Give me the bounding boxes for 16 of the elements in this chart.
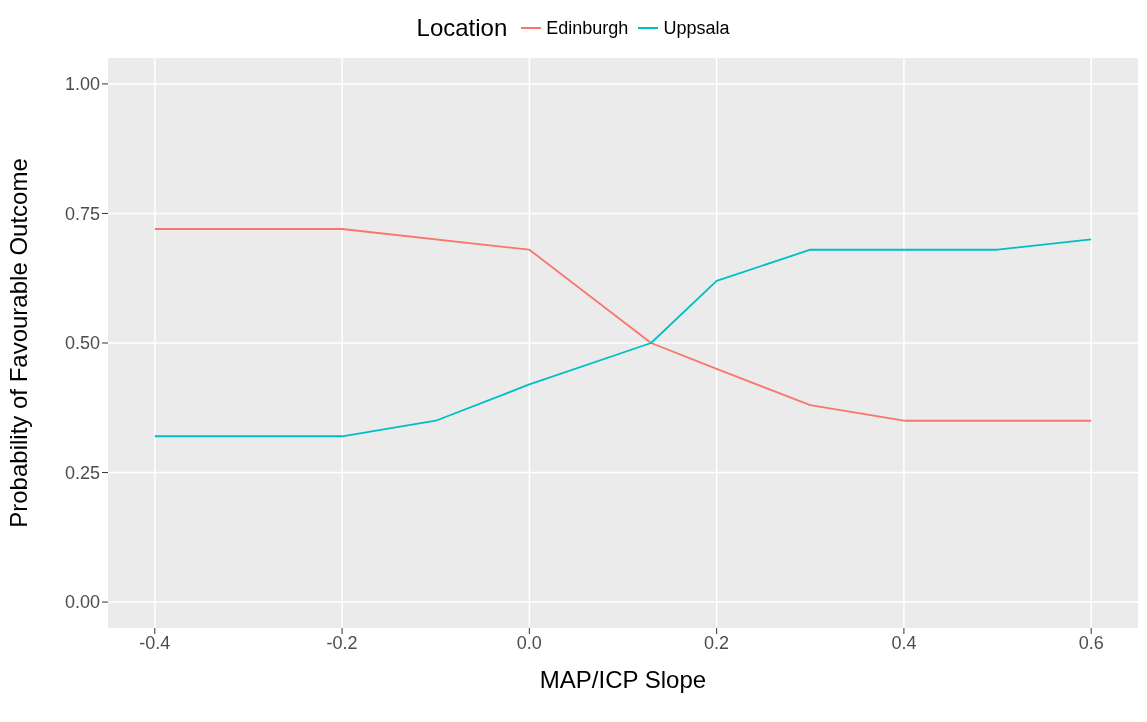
- x-axis-title: MAP/ICP Slope: [539, 666, 707, 693]
- legend-label: Edinburgh: [546, 17, 629, 39]
- x-tick-label: 0.2: [704, 632, 730, 653]
- x-tick-label: 0.0: [516, 632, 542, 653]
- y-tick-label: 0.00: [64, 592, 100, 613]
- y-tick-label: 1.00: [64, 74, 100, 95]
- x-tick-label: -0.2: [326, 632, 358, 653]
- y-tick-label: 0.75: [64, 203, 100, 224]
- y-axis-title: Probability of Favourable Outcome: [4, 158, 32, 528]
- legend-label: Uppsala: [663, 17, 730, 39]
- x-tick-label: -0.4: [139, 632, 171, 653]
- x-tick-label: 0.6: [1078, 632, 1104, 653]
- y-tick-label: 0.25: [64, 462, 100, 483]
- x-tick-label: 0.4: [891, 632, 917, 653]
- legend-title: Location: [416, 14, 508, 42]
- y-tick-label: 0.50: [64, 333, 100, 354]
